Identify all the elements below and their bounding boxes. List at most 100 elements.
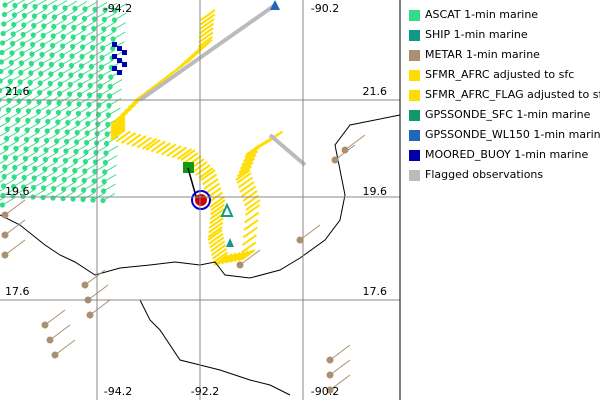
ascat-point [95,121,101,127]
wind-barb [4,199,26,216]
wind-barb [244,211,260,224]
ascat-point [4,126,10,132]
wind-barb [329,374,351,391]
ascat-point [1,173,7,180]
wind-barb [242,226,258,239]
wind-barb [44,309,66,326]
ascat-point [33,146,39,153]
ascat-point [80,34,86,41]
ascat-point [106,102,112,109]
ascat-point [3,145,9,151]
ascat-point [11,12,17,18]
ascat-point [110,45,116,52]
wind-barb [241,241,257,254]
ascat-point [74,139,80,145]
ascat-point [76,101,82,107]
ascat-point [90,44,96,51]
wind-barb [126,133,142,146]
wind-barb [0,197,5,201]
wind-barb [212,251,228,264]
wind-barb [131,135,147,147]
ascat-point [42,4,48,10]
ascat-point [72,167,78,174]
ascat-point [17,88,23,95]
wind-barb [235,169,251,181]
ascat-point [24,127,30,133]
ascat-point [18,60,24,66]
wind-barb [0,168,7,174]
wind-barb [110,125,126,138]
ascat-point [82,6,88,12]
ascat-point [61,186,67,192]
ascat-point [27,79,33,86]
ascat-point [91,16,97,22]
ascat-point [37,89,43,96]
legend-swatch [409,70,420,81]
ascat-point [41,175,47,182]
ascat-point [67,91,73,97]
wind-barb [229,251,245,263]
ascat-point [7,78,13,85]
ascat-point [32,156,39,162]
wind-barb [89,299,111,316]
wind-barb [233,250,249,263]
wind-barb [240,185,257,198]
latitude-label: 21.6 [363,85,388,98]
metar-point [1,231,9,239]
ascat-point [32,3,38,10]
legend-label: MOORED_BUOY 1-min marine [425,148,588,161]
wind-barb [115,130,131,143]
ascat-point [57,90,63,97]
latitude-label: 17.6 [5,285,30,298]
ascat-point [96,102,102,108]
wind-barb [197,36,213,48]
ascat-point [49,52,55,58]
storm-center [195,194,207,206]
flagged-track [138,3,277,102]
metar-point [326,386,334,394]
ascat-point [70,34,76,40]
ascat-point [21,174,27,181]
wind-barb [145,139,161,151]
ascat-point [71,24,77,31]
wind-barb [199,22,215,35]
ascat-point [2,2,8,8]
ascat-point [70,43,76,50]
ascat-point [79,53,85,60]
ascat-point [0,40,6,46]
wind-barb [209,196,225,208]
legend-swatch [409,130,420,141]
ascat-point [62,5,68,11]
ascat-point [38,70,44,77]
wind-barb [0,187,6,192]
wind-barb [238,161,254,174]
longitude-label: -90.2 [311,2,339,15]
ascat-point [71,15,77,21]
ascat-point [82,168,88,174]
ascat-point [81,177,87,184]
ascat-point [91,178,97,184]
longitude-label: -90.2 [311,385,339,398]
ascat-point [100,45,106,51]
wind-barb [237,176,254,189]
ascat-point [65,119,71,126]
ascat-point [98,64,104,70]
legend-label: GPSSONDE_WL150 1-min marine [425,128,600,141]
longitude-label: -94.2 [104,385,132,398]
ascat-point [102,7,108,13]
ascat-point [71,177,77,183]
wind-barb [208,217,224,229]
wind-barb [203,178,219,190]
ascat-point [5,116,11,123]
ascat-point [10,31,16,37]
ascat-point [36,99,42,105]
ascat-point [8,69,14,75]
ascat-point [90,197,96,203]
ascat-point [43,147,49,153]
ascat-point [22,3,28,9]
ascat-point [41,23,47,29]
ascat-point [55,119,61,125]
buoy-point [117,58,122,63]
ascat-point [97,83,103,89]
wind-barb [242,190,258,202]
